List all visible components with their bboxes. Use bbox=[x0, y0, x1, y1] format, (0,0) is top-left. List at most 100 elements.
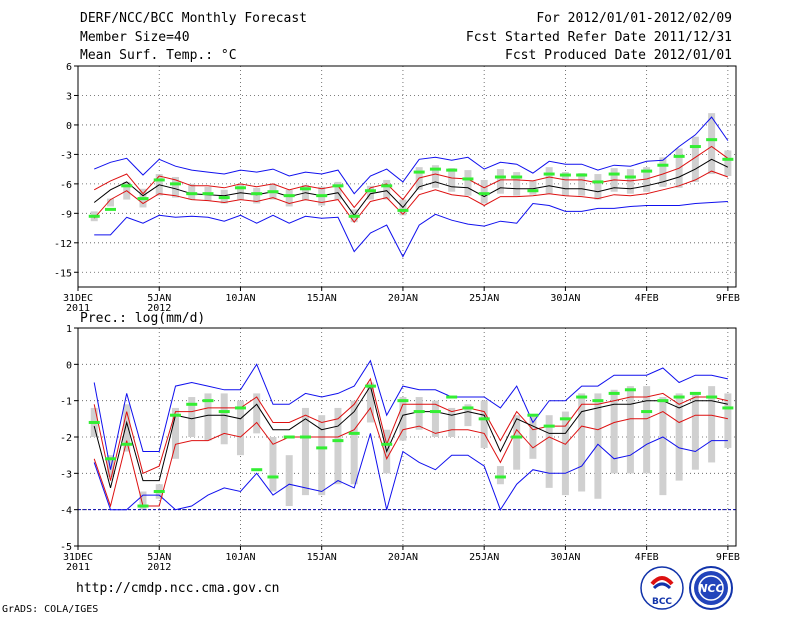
x-tick-label: 9FEB bbox=[716, 552, 740, 563]
box-bar bbox=[610, 389, 618, 474]
box-bar bbox=[334, 407, 342, 485]
min-line bbox=[93, 433, 728, 511]
box-bar bbox=[724, 393, 732, 448]
box-bar bbox=[415, 397, 423, 430]
box-bar bbox=[123, 404, 131, 452]
box-bar bbox=[220, 393, 228, 445]
x-tick-label: 31DEC bbox=[63, 293, 93, 304]
box-bar bbox=[399, 397, 407, 441]
precip-panel-title: Prec.: log(mm/d) bbox=[80, 311, 205, 326]
x-tick-label: 25JAN bbox=[469, 293, 499, 304]
x-tick-year-label: 2012 bbox=[147, 303, 171, 314]
y-tick-label: -9 bbox=[60, 209, 72, 220]
x-tick-label: 30JAN bbox=[550, 293, 580, 304]
box-bar bbox=[171, 407, 179, 459]
ncc-logo-text: NCC bbox=[698, 582, 723, 595]
box-bar bbox=[318, 415, 326, 496]
mean-line bbox=[93, 158, 729, 217]
x-tick-label: 30JAN bbox=[550, 552, 580, 563]
box-bar bbox=[708, 386, 716, 463]
box-bar bbox=[545, 167, 553, 194]
p10-line bbox=[93, 170, 729, 224]
min-line bbox=[94, 201, 728, 258]
box-bar bbox=[626, 386, 634, 474]
y-tick-label: -5 bbox=[60, 542, 72, 553]
box-bar bbox=[513, 172, 521, 196]
x-tick-label: 4FEB bbox=[635, 552, 659, 563]
box-bar bbox=[545, 415, 553, 488]
box-bar bbox=[188, 397, 196, 437]
box-bar bbox=[431, 165, 439, 188]
x-tick-year-label: 2011 bbox=[66, 303, 90, 314]
box-bar bbox=[675, 393, 683, 481]
p90-line bbox=[93, 145, 729, 209]
x-tick-label: 20JAN bbox=[388, 293, 418, 304]
box-bar bbox=[594, 393, 602, 499]
box-bar bbox=[708, 113, 716, 175]
box-bar bbox=[106, 198, 114, 207]
box-bar bbox=[626, 169, 634, 194]
box-bar bbox=[285, 455, 293, 507]
box-bar bbox=[578, 173, 586, 196]
box-bar bbox=[269, 437, 277, 492]
p90-line bbox=[93, 377, 729, 481]
forecast-produced-date: Fcst Produced Date 2012/01/01 bbox=[505, 48, 732, 63]
y-tick-label: -15 bbox=[54, 268, 72, 279]
y-tick-label: -6 bbox=[60, 180, 72, 191]
box-bar bbox=[253, 187, 261, 204]
box-bar bbox=[301, 407, 309, 496]
max-line bbox=[94, 116, 729, 195]
box-bar bbox=[496, 169, 504, 194]
box-bar bbox=[464, 404, 472, 427]
box-bar bbox=[236, 183, 244, 200]
variable-label: Mean Surf. Temp.: °C bbox=[80, 48, 237, 63]
box-bar bbox=[366, 185, 374, 200]
source-url[interactable]: http://cmdp.ncc.cma.gov.cn bbox=[76, 581, 280, 596]
member-size-label: Member Size=40 bbox=[80, 30, 190, 45]
mean-line bbox=[93, 384, 729, 489]
box-bar bbox=[350, 400, 358, 485]
box-bar bbox=[594, 174, 602, 200]
box-bar bbox=[383, 179, 391, 200]
y-tick-label: 1 bbox=[66, 324, 72, 335]
bcc-logo: BCC bbox=[640, 566, 684, 610]
y-tick-label: -3 bbox=[60, 150, 72, 161]
bcc-logo-text: BCC bbox=[652, 597, 672, 607]
box-bar bbox=[691, 136, 699, 182]
y-tick-label: -3 bbox=[60, 469, 72, 480]
box-bar bbox=[448, 407, 456, 437]
box-bar bbox=[561, 411, 569, 496]
y-tick-label: 0 bbox=[66, 121, 72, 132]
box-bar bbox=[106, 455, 114, 477]
box-bar bbox=[578, 393, 586, 492]
x-tick-label: 15JAN bbox=[307, 552, 337, 563]
y-tick-label: -4 bbox=[60, 506, 72, 517]
x-tick-label: 15JAN bbox=[307, 293, 337, 304]
box-bar bbox=[431, 400, 439, 437]
x-tick-label: 4FEB bbox=[635, 293, 659, 304]
box-bar bbox=[448, 168, 456, 192]
box-bar bbox=[513, 415, 521, 470]
x-tick-label: 25JAN bbox=[469, 552, 499, 563]
box-bar bbox=[188, 183, 196, 200]
y-tick-label: -12 bbox=[54, 239, 72, 250]
box-bar bbox=[285, 189, 293, 207]
x-tick-label: 5JAN bbox=[147, 293, 171, 304]
box-bar bbox=[529, 415, 537, 459]
x-tick-label: 5JAN bbox=[147, 552, 171, 563]
box-bar bbox=[659, 157, 667, 187]
x-tick-year-label: 2011 bbox=[66, 562, 90, 573]
x-tick-year-label: 2012 bbox=[147, 562, 171, 573]
box-bar bbox=[561, 172, 569, 196]
x-tick-label: 31DEC bbox=[63, 552, 93, 563]
x-tick-label: 10JAN bbox=[225, 293, 255, 304]
box-bar bbox=[480, 400, 488, 448]
x-tick-label: 10JAN bbox=[225, 552, 255, 563]
box-bar bbox=[171, 176, 179, 198]
y-tick-label: 3 bbox=[66, 91, 72, 102]
title-line-1: DERF/NCC/BCC Monthly Forecast bbox=[80, 11, 307, 26]
box-bar bbox=[724, 150, 732, 177]
x-tick-label: 9FEB bbox=[716, 293, 740, 304]
